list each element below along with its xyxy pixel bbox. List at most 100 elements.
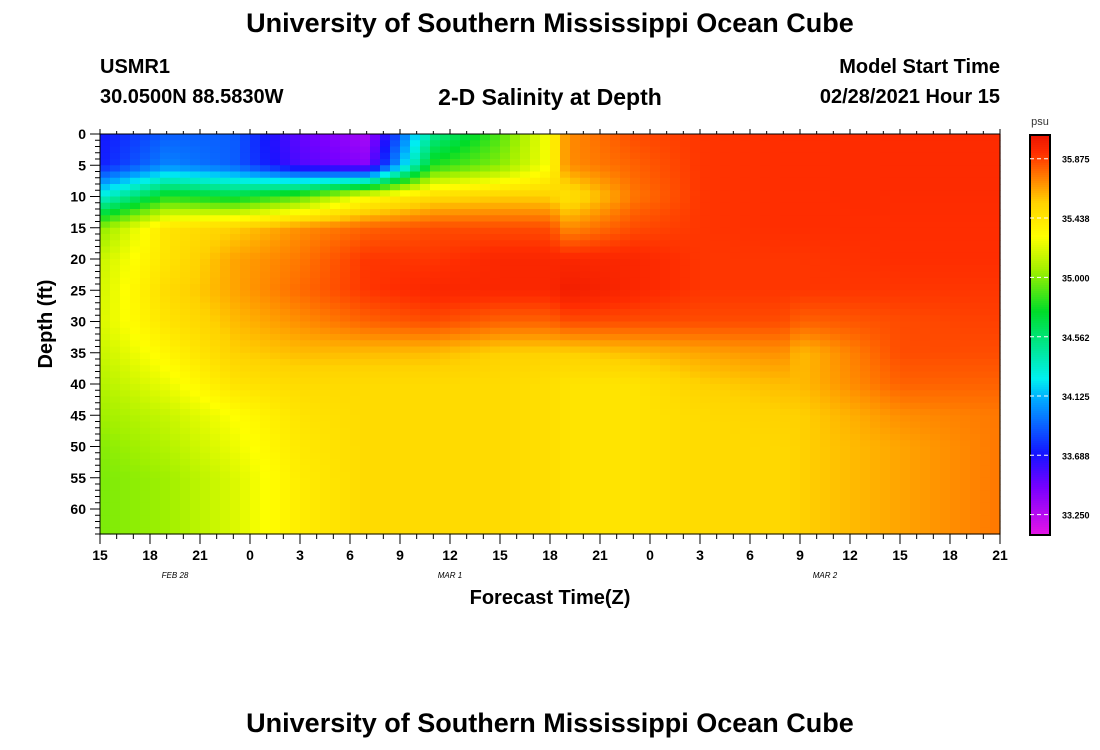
heatmap-cell <box>200 184 211 191</box>
heatmap-cell <box>550 159 561 166</box>
heatmap-cell <box>780 390 791 398</box>
heatmap-cell <box>450 296 461 304</box>
heatmap-cell <box>790 359 801 366</box>
heatmap-cell <box>130 334 141 341</box>
heatmap-cell <box>640 459 651 466</box>
heatmap-cell <box>620 371 631 379</box>
heatmap-cell <box>830 184 841 191</box>
heatmap-cell <box>300 334 311 341</box>
heatmap-cell <box>140 396 151 404</box>
heatmap-cell <box>650 377 661 385</box>
heatmap-cell <box>440 146 451 154</box>
heatmap-cell <box>150 315 161 323</box>
heatmap-cell <box>670 271 681 279</box>
heatmap-cell <box>410 290 421 298</box>
heatmap-cell <box>840 290 851 298</box>
heatmap-cell <box>870 209 881 216</box>
heatmap-cell <box>850 277 861 285</box>
heatmap-cell <box>850 415 861 423</box>
heatmap-cell <box>590 359 601 366</box>
heatmap-cell <box>210 140 221 148</box>
heatmap-cell <box>690 396 701 404</box>
heatmap-cell <box>710 246 721 254</box>
heatmap-cell <box>460 234 471 241</box>
heatmap-cell <box>390 396 401 404</box>
heatmap-cell <box>540 496 551 504</box>
heatmap-cell <box>420 521 431 529</box>
heatmap-cell <box>300 215 311 223</box>
heatmap-cell <box>540 484 551 491</box>
heatmap-cell <box>230 427 241 435</box>
heatmap-cell <box>280 490 291 498</box>
heatmap-cell <box>500 365 511 373</box>
heatmap-cell <box>230 377 241 385</box>
heatmap-cell <box>390 315 401 323</box>
heatmap-cell <box>440 184 451 191</box>
heatmap-cell <box>560 371 571 379</box>
heatmap-cell <box>530 371 541 379</box>
heatmap-cell <box>370 309 381 316</box>
heatmap-cell <box>810 315 821 323</box>
heatmap-cell <box>150 452 161 460</box>
heatmap-cell <box>760 202 771 210</box>
heatmap-cell <box>350 440 361 448</box>
heatmap-cell <box>170 284 181 291</box>
heatmap-cell <box>500 377 511 385</box>
heatmap-cell <box>730 421 741 429</box>
heatmap-cell <box>810 327 821 335</box>
heatmap-cell <box>390 352 401 360</box>
heatmap-cell <box>160 527 171 535</box>
heatmap-cell <box>360 209 371 216</box>
heatmap-cell <box>370 302 381 310</box>
heatmap-cell <box>590 365 601 373</box>
heatmap-cell <box>660 321 671 329</box>
heatmap-cell <box>600 196 611 204</box>
heatmap-cell <box>500 527 511 535</box>
heatmap-cell <box>290 221 301 229</box>
heatmap-cell <box>600 434 611 441</box>
heatmap-cell <box>450 346 461 354</box>
heatmap-cell <box>860 309 871 316</box>
heatmap-cell <box>380 384 391 391</box>
heatmap-cell <box>150 427 161 435</box>
heatmap-cell <box>150 502 161 510</box>
heatmap-cell <box>770 359 781 366</box>
heatmap-cell <box>640 165 651 173</box>
heatmap-cell <box>800 346 811 354</box>
heatmap-cell <box>750 365 761 373</box>
heatmap-cell <box>320 290 331 298</box>
heatmap-cell <box>660 315 671 323</box>
heatmap-cell <box>260 159 271 166</box>
heatmap-cell <box>470 134 481 141</box>
heatmap-cell <box>640 496 651 504</box>
heatmap-cell <box>850 152 861 160</box>
heatmap-cell <box>220 165 231 173</box>
heatmap-cell <box>790 296 801 304</box>
heatmap-cell <box>410 177 421 185</box>
heatmap-cell <box>860 327 871 335</box>
heatmap-cell <box>370 215 381 223</box>
heatmap-cell <box>470 396 481 404</box>
heatmap-cell <box>290 371 301 379</box>
heatmap-cell <box>870 365 881 373</box>
heatmap-cell <box>680 140 691 148</box>
heatmap-cell <box>620 252 631 260</box>
heatmap-cell <box>100 402 111 410</box>
heatmap-cell <box>180 515 191 523</box>
heatmap-cell <box>750 252 761 260</box>
heatmap-cell <box>550 446 561 454</box>
heatmap-cell <box>250 165 261 173</box>
heatmap-cell <box>290 496 301 504</box>
heatmap-cell <box>520 402 531 410</box>
heatmap-cell <box>180 327 191 335</box>
heatmap-cell <box>220 240 231 248</box>
heatmap-cell <box>190 434 201 441</box>
heatmap-cell <box>800 477 811 485</box>
heatmap-cell <box>450 290 461 298</box>
heatmap-cell <box>230 521 241 529</box>
heatmap-cell <box>590 302 601 310</box>
heatmap-cell <box>560 477 571 485</box>
heatmap-cell <box>130 496 141 504</box>
heatmap-cell <box>870 415 881 423</box>
heatmap-cell <box>350 234 361 241</box>
